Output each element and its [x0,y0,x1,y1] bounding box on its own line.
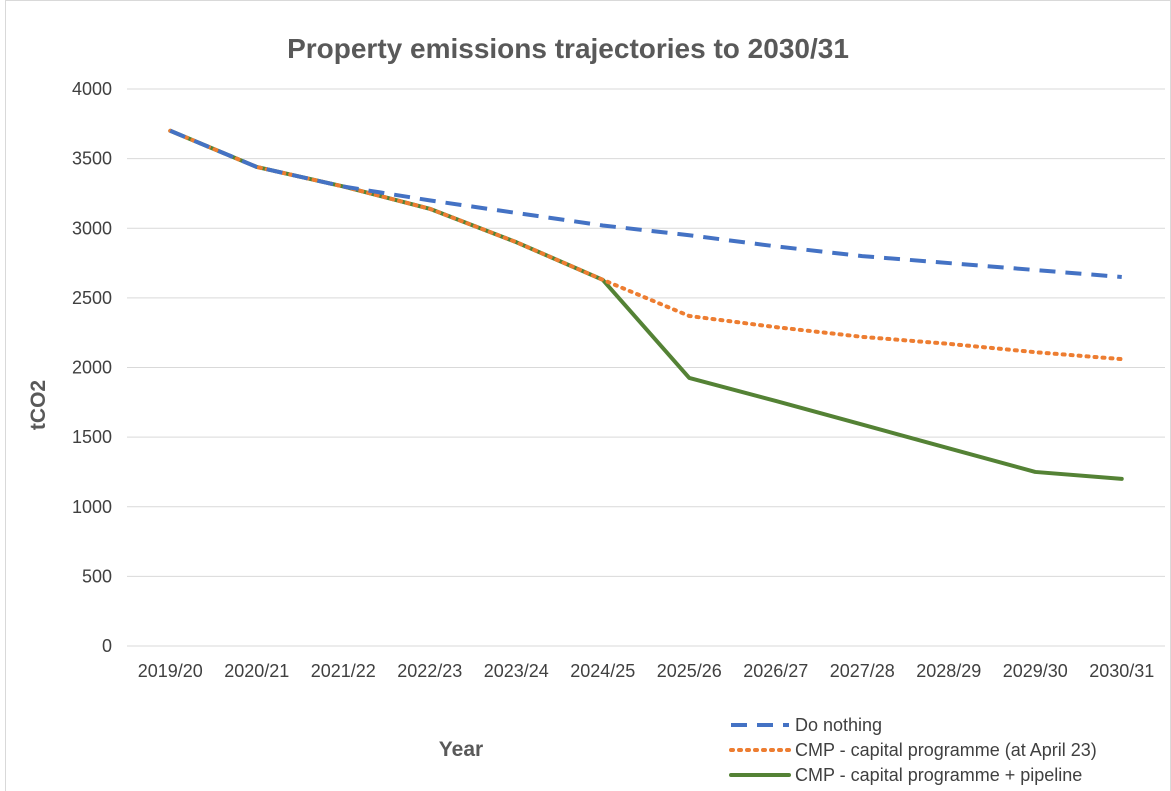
series-line [168,128,1124,481]
y-tick-label: 3000 [72,218,112,238]
x-tick-label: 2025/26 [657,661,722,681]
legend-label: Do nothing [795,715,882,735]
y-tick-label: 3500 [72,149,112,169]
x-axis-title: Year [439,738,483,761]
x-tick-label: 2021/22 [311,661,376,681]
x-axis-ticks: 2019/20 2020/21 2021/22 2022/23 2023/24 2024/… [138,661,1155,681]
x-tick-label: 2023/24 [484,661,549,681]
x-tick-label: 2027/28 [830,661,895,681]
y-tick-label: 4000 [72,79,112,99]
legend-label: CMP - capital programme (at April 23) [795,740,1097,760]
series-lines [168,128,1124,481]
x-tick-label: 2029/30 [1003,661,1068,681]
y-tick-label: 0 [102,636,112,656]
x-tick-label: 2019/20 [138,661,203,681]
x-tick-label: 2020/21 [224,661,289,681]
x-tick-label: 2022/23 [397,661,462,681]
y-tick-label: 500 [82,566,112,586]
x-tick-label: 2028/29 [916,661,981,681]
series-line [169,128,1122,279]
legend: Do nothing CMP - capital programme (at Ap… [729,715,1097,785]
series-line [168,128,1124,362]
chart-title: Property emissions trajectories to 2030/… [287,33,849,64]
y-tick-label: 2000 [72,358,112,378]
x-tick-label: 2026/27 [743,661,808,681]
x-tick-label: 2030/31 [1089,661,1154,681]
y-tick-label: 1000 [72,497,112,517]
x-tick-label: 2024/25 [570,661,635,681]
y-axis-title: tCO2 [27,380,50,430]
y-tick-label: 1500 [72,427,112,447]
legend-label: CMP - capital programme + pipeline [795,765,1082,785]
y-tick-label: 2500 [72,288,112,308]
y-axis-ticks: 0 500 1000 1500 2000 2500 3000 3500 4000 [72,79,112,656]
gridlines [127,88,1165,647]
